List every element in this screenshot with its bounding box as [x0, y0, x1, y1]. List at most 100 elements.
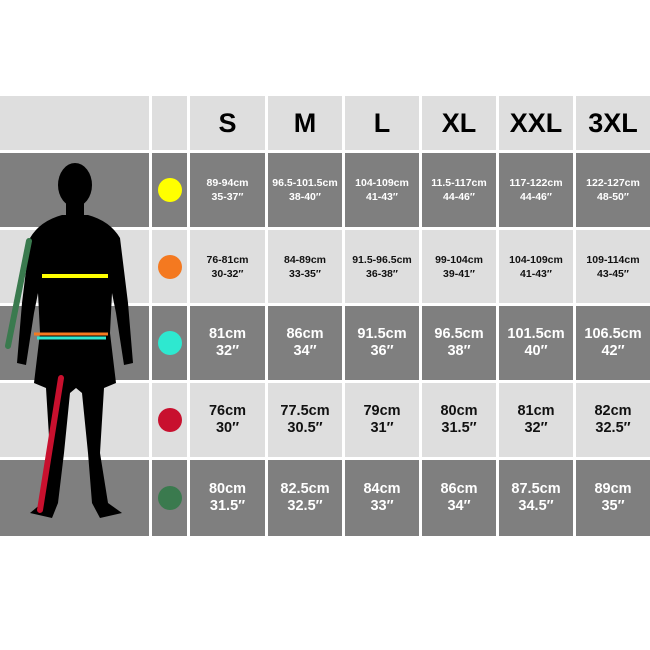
cm-value: 86cm — [440, 481, 478, 497]
inch-value: 35″ — [601, 498, 625, 514]
header-blank — [0, 96, 149, 150]
size-header-L: L — [345, 96, 419, 150]
size-cell: 80cm 31.5″ — [190, 460, 265, 536]
inch-value: 40″ — [524, 343, 548, 359]
measure-icon-cell — [152, 306, 187, 380]
cm-value: 81cm — [517, 403, 555, 419]
size-label: M — [293, 107, 317, 138]
size-cell: 104-109cm 41-43″ — [345, 153, 419, 227]
inch-value: 34″ — [447, 498, 471, 514]
size-cell: 91.5-96.5cm 36-38″ — [345, 230, 419, 303]
cm-value: 106.5cm — [584, 326, 642, 342]
size-cell: 109-114cm 43-45″ — [576, 230, 650, 303]
size-cell: 81cm 32″ — [499, 383, 573, 457]
size-label: XL — [441, 107, 477, 138]
size-cell: 80cm 31.5″ — [422, 383, 496, 457]
inch-value: 35-37″ — [211, 191, 244, 203]
cm-value: 117-122cm — [509, 177, 563, 189]
turquoise-circle-icon — [157, 331, 182, 355]
size-cell: 82.5cm 32.5″ — [268, 460, 342, 536]
cm-value: 79cm — [363, 403, 401, 419]
size-header-XXL: XXL — [499, 96, 573, 150]
inch-value: 48-50″ — [597, 191, 629, 203]
size-cell: 96.5-101.5cm 38-40″ — [268, 153, 342, 227]
inch-value: 41-43″ — [520, 267, 552, 280]
cm-value: 77.5cm — [280, 403, 330, 419]
size-cell: 106.5cm 42″ — [576, 306, 650, 380]
cm-value: 99-104cm — [435, 253, 483, 266]
inch-value: 31.5″ — [209, 498, 246, 514]
size-cell: 84-89cm 33-35″ — [268, 230, 342, 303]
cm-value: 122-127cm — [586, 177, 640, 189]
cm-value: 76cm — [208, 403, 247, 419]
inch-value: 38″ — [447, 343, 471, 359]
inch-value: 32″ — [215, 343, 240, 359]
size-cell: 79cm 31″ — [345, 383, 419, 457]
cm-value: 86cm — [286, 326, 324, 342]
size-label: S — [218, 107, 237, 138]
cm-value: 11.5-117cm — [431, 177, 487, 189]
size-cell: 122-127cm 48-50″ — [576, 153, 650, 227]
size-cell: 104-109cm 41-43″ — [499, 230, 573, 303]
inch-value: 43-45″ — [597, 267, 629, 280]
size-cell: 77.5cm 30.5″ — [268, 383, 342, 457]
figure-row-bg — [0, 383, 149, 457]
cm-value: 82.5cm — [280, 481, 330, 497]
size-cell: 99-104cm 39-41″ — [422, 230, 496, 303]
cm-value: 80cm — [208, 481, 247, 497]
size-header-M: M — [268, 96, 342, 150]
inch-value: 36-38″ — [366, 267, 398, 280]
size-cell: 76-81cm 30-32″ — [190, 230, 265, 303]
red-circle-icon — [157, 408, 182, 432]
cm-value: 96.5-101.5cm — [272, 177, 338, 189]
size-cell: 91.5cm 36″ — [345, 306, 419, 380]
sleeve-measure-line — [5, 238, 32, 349]
cm-value: 80cm — [440, 403, 478, 419]
size-cell: 89cm 35″ — [576, 460, 650, 536]
silhouette — [17, 163, 133, 518]
size-cell: 11.5-117cm 44-46″ — [422, 153, 496, 227]
cm-value: 91.5cm — [357, 326, 407, 342]
size-cell: 87.5cm 34.5″ — [499, 460, 573, 536]
inch-value: 31.5″ — [441, 420, 477, 436]
inch-value: 32.5″ — [595, 420, 631, 436]
yellow-circle-icon — [157, 178, 182, 202]
cm-value: 76-81cm — [206, 253, 249, 266]
cm-value: 84cm — [363, 481, 401, 497]
cm-value: 101.5cm — [507, 326, 565, 342]
cm-value: 81cm — [208, 326, 247, 342]
inch-value: 33″ — [370, 498, 394, 514]
size-cell: 101.5cm 40″ — [499, 306, 573, 380]
inch-value: 32″ — [524, 420, 548, 436]
size-cell: 84cm 33″ — [345, 460, 419, 536]
figure-row-bg — [0, 460, 149, 536]
inch-value: 44-46″ — [520, 191, 552, 203]
size-cell: 82cm 32.5″ — [576, 383, 650, 457]
body-silhouette-figure — [5, 163, 133, 518]
inch-value: 41-43″ — [366, 191, 398, 203]
size-cell: 117-122cm 44-46″ — [499, 153, 573, 227]
orange-arrow-circle-icon — [157, 254, 182, 279]
inch-value: 31″ — [370, 420, 394, 436]
inch-value: 30-32″ — [211, 267, 244, 280]
size-label: L — [373, 107, 391, 138]
measure-icon-cell — [152, 383, 187, 457]
size-cell: 96.5cm 38″ — [422, 306, 496, 380]
cm-value: 104-109cm — [355, 177, 409, 189]
cm-value: 91.5-96.5cm — [352, 253, 412, 266]
inch-value: 39-41″ — [443, 267, 475, 280]
cm-value: 109-114cm — [586, 253, 640, 266]
measure-icon-cell — [152, 460, 187, 536]
size-cell: 86cm 34″ — [268, 306, 342, 380]
cm-value: 82cm — [594, 403, 632, 419]
cm-value: 84-89cm — [283, 253, 327, 266]
inch-value: 33-35″ — [289, 267, 321, 280]
size-header-S: S — [190, 96, 265, 150]
size-cell: 81cm 32″ — [190, 306, 265, 380]
cm-value: 89cm — [594, 481, 632, 497]
inseam-measure-line — [37, 375, 64, 513]
cm-value: 104-109cm — [509, 253, 563, 266]
inch-value: 36″ — [370, 343, 394, 359]
size-header-3XL: 3XL — [576, 96, 650, 150]
measure-icon-cell — [152, 153, 187, 227]
